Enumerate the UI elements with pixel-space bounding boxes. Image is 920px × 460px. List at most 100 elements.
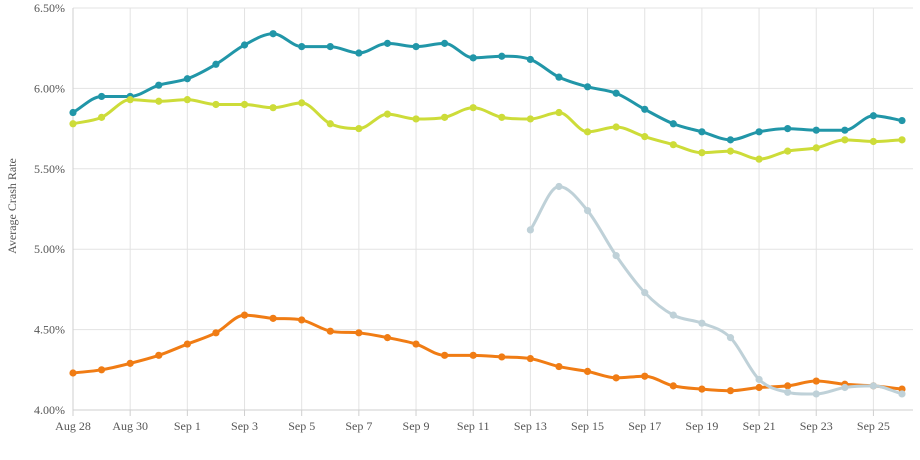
data-point[interactable] <box>183 96 191 104</box>
data-point[interactable] <box>441 351 449 359</box>
data-point[interactable] <box>97 92 106 101</box>
data-point[interactable] <box>841 383 849 392</box>
data-point[interactable] <box>869 112 878 120</box>
data-point[interactable] <box>383 110 392 118</box>
data-point[interactable] <box>583 367 592 376</box>
data-point[interactable] <box>898 116 906 125</box>
data-point[interactable] <box>612 123 620 131</box>
data-point[interactable] <box>212 100 220 109</box>
data-point[interactable] <box>726 147 735 155</box>
data-point[interactable] <box>526 115 534 123</box>
data-point[interactable] <box>669 311 677 319</box>
data-point[interactable] <box>755 128 763 136</box>
data-point[interactable] <box>355 49 363 57</box>
data-point[interactable] <box>755 155 763 163</box>
data-point[interactable] <box>583 83 592 91</box>
data-point[interactable] <box>612 252 620 260</box>
data-point[interactable] <box>726 334 735 342</box>
data-point[interactable] <box>155 97 163 105</box>
data-point[interactable] <box>526 55 534 64</box>
data-point[interactable] <box>155 351 163 359</box>
data-point[interactable] <box>69 108 77 117</box>
data-point[interactable] <box>698 128 706 136</box>
data-point[interactable] <box>298 99 306 107</box>
data-point[interactable] <box>126 96 134 104</box>
data-point[interactable] <box>526 354 534 363</box>
data-point[interactable] <box>812 144 820 152</box>
data-point[interactable] <box>612 89 620 97</box>
data-point[interactable] <box>641 133 649 141</box>
data-point[interactable] <box>383 334 392 342</box>
data-point[interactable] <box>641 105 649 113</box>
data-point[interactable] <box>469 104 477 112</box>
data-point[interactable] <box>441 113 449 121</box>
data-point[interactable] <box>669 120 677 128</box>
data-point[interactable] <box>555 108 563 117</box>
data-point[interactable] <box>641 372 649 380</box>
data-point[interactable] <box>326 120 334 128</box>
data-point[interactable] <box>183 75 191 83</box>
data-point[interactable] <box>498 52 506 60</box>
data-point[interactable] <box>69 120 77 128</box>
data-point[interactable] <box>212 60 220 68</box>
data-point[interactable] <box>583 128 592 136</box>
data-point[interactable] <box>240 41 249 49</box>
data-point[interactable] <box>698 319 706 327</box>
data-point[interactable] <box>240 100 249 109</box>
data-point[interactable] <box>726 387 735 395</box>
data-point[interactable] <box>698 385 706 393</box>
data-point[interactable] <box>898 136 906 144</box>
data-point[interactable] <box>669 141 677 149</box>
data-point[interactable] <box>469 54 477 62</box>
data-point[interactable] <box>812 390 820 398</box>
data-point[interactable] <box>269 104 277 112</box>
data-point[interactable] <box>240 311 249 319</box>
data-point[interactable] <box>698 149 706 157</box>
data-point[interactable] <box>69 369 77 377</box>
data-point[interactable] <box>812 377 820 385</box>
data-point[interactable] <box>784 388 792 396</box>
data-point[interactable] <box>841 136 849 144</box>
data-point[interactable] <box>412 340 420 348</box>
data-point[interactable] <box>298 316 306 324</box>
data-point[interactable] <box>612 374 620 382</box>
data-point[interactable] <box>641 289 649 297</box>
data-point[interactable] <box>183 340 191 348</box>
data-point[interactable] <box>583 207 592 215</box>
data-point[interactable] <box>269 30 277 38</box>
data-point[interactable] <box>841 126 849 134</box>
data-point[interactable] <box>726 136 735 144</box>
data-point[interactable] <box>269 314 277 322</box>
data-point[interactable] <box>155 81 163 89</box>
data-point[interactable] <box>126 359 134 367</box>
data-point[interactable] <box>97 366 106 374</box>
data-point[interactable] <box>784 125 792 133</box>
data-point[interactable] <box>469 351 477 359</box>
data-point[interactable] <box>412 42 420 51</box>
data-point[interactable] <box>669 382 677 390</box>
data-point[interactable] <box>498 113 506 121</box>
data-point[interactable] <box>212 329 220 337</box>
data-point[interactable] <box>441 39 449 47</box>
data-point[interactable] <box>498 353 506 361</box>
data-point[interactable] <box>555 73 563 81</box>
data-point[interactable] <box>526 226 534 234</box>
data-point[interactable] <box>298 42 306 51</box>
data-point[interactable] <box>869 382 878 390</box>
data-point[interactable] <box>555 362 563 371</box>
data-point[interactable] <box>97 113 106 121</box>
data-point[interactable] <box>326 327 334 335</box>
data-point[interactable] <box>355 125 363 133</box>
data-point[interactable] <box>784 382 792 390</box>
data-point[interactable] <box>326 42 334 51</box>
data-point[interactable] <box>555 182 563 191</box>
data-point[interactable] <box>355 329 363 337</box>
data-point[interactable] <box>755 383 763 392</box>
data-point[interactable] <box>812 126 820 134</box>
data-point[interactable] <box>412 115 420 123</box>
data-point[interactable] <box>383 39 392 47</box>
data-point[interactable] <box>869 137 878 146</box>
data-point[interactable] <box>755 375 763 384</box>
data-point[interactable] <box>784 147 792 155</box>
data-point[interactable] <box>898 390 906 398</box>
